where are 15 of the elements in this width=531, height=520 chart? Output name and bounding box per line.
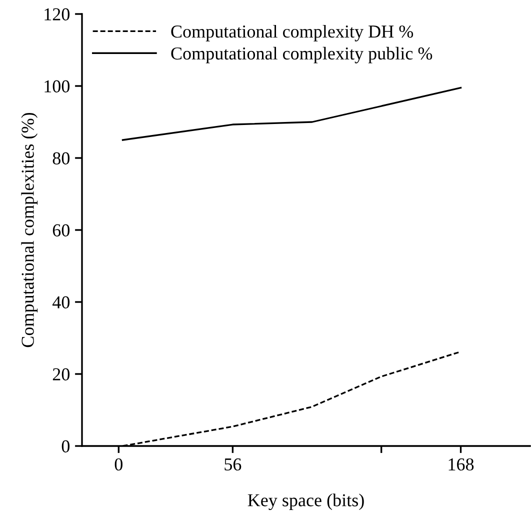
x-tick-label: 0 [114,458,122,471]
y-axis-title: Computational complexities (%) [21,112,38,348]
y-tick-label: 60 [52,224,70,236]
line-series [122,86,462,141]
y-tick-label: 20 [52,368,70,380]
y-tick-label: 40 [52,296,70,308]
x-tick-label: 56 [224,458,242,471]
legend-label: Computational complexity public % [171,46,432,64]
x-axis-title: Key space (bits) [248,494,364,510]
legend-label: Computational complexity DH % [171,24,414,42]
y-tick-label: 120 [44,8,70,20]
y-tick-label: 80 [52,152,70,164]
y-tick-label: 0 [62,440,70,452]
x-tick-label: 168 [448,458,474,471]
y-tick-label: 100 [44,80,70,92]
